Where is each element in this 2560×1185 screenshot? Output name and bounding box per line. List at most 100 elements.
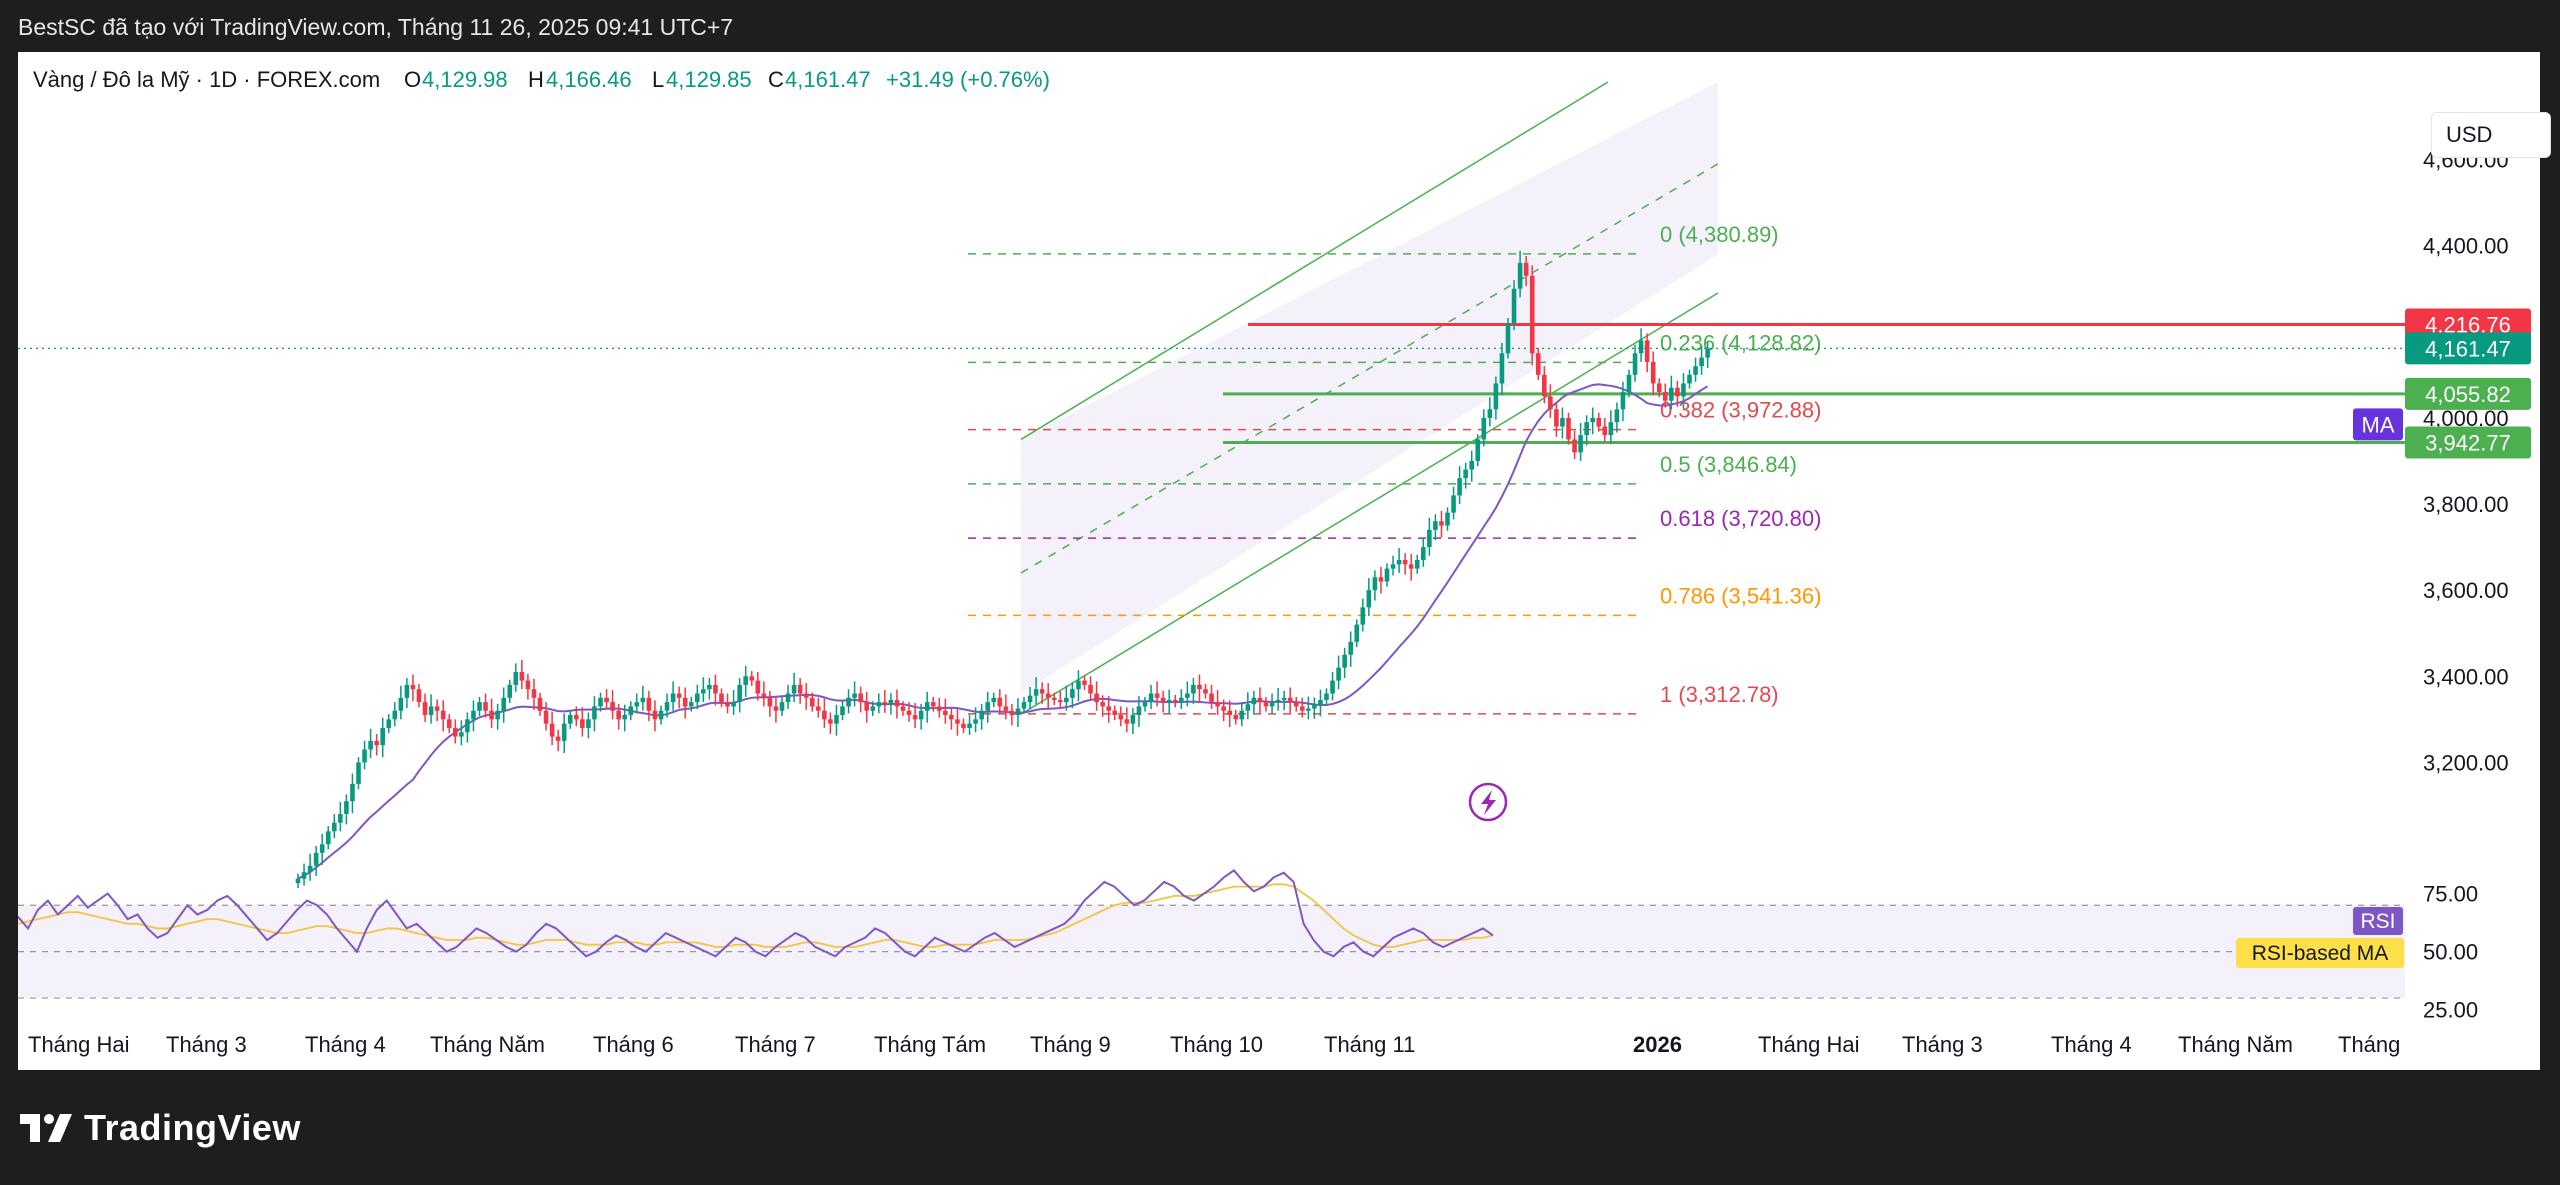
candle[interactable] [809, 692, 815, 712]
candle[interactable] [731, 690, 736, 716]
candle[interactable] [924, 691, 930, 723]
candle[interactable] [1669, 375, 1674, 410]
candle[interactable] [1179, 689, 1184, 710]
candle[interactable] [1003, 694, 1009, 720]
candle[interactable] [1554, 402, 1559, 437]
candle[interactable] [1142, 696, 1148, 712]
candle[interactable] [344, 794, 349, 825]
candle[interactable] [1336, 655, 1341, 690]
candle[interactable] [997, 689, 1003, 714]
candle[interactable] [507, 679, 513, 703]
candle[interactable] [749, 671, 755, 686]
candle[interactable] [1390, 555, 1396, 576]
candle[interactable] [688, 696, 694, 712]
candle[interactable] [610, 690, 615, 720]
candle[interactable] [1154, 681, 1160, 707]
candle[interactable] [840, 701, 845, 721]
candle[interactable] [955, 709, 960, 736]
candle[interactable] [1330, 671, 1335, 701]
candle[interactable] [434, 699, 440, 722]
candle[interactable] [1051, 692, 1057, 706]
candle[interactable] [979, 703, 984, 730]
candle[interactable] [356, 757, 361, 790]
candle[interactable] [1693, 357, 1698, 382]
candle[interactable] [422, 693, 428, 722]
candle[interactable] [1233, 709, 1239, 725]
candle[interactable] [1088, 676, 1093, 701]
candle[interactable] [592, 696, 597, 732]
candle[interactable] [1602, 417, 1608, 443]
candle[interactable] [374, 733, 379, 756]
candle[interactable] [912, 702, 918, 728]
candle[interactable] [1402, 553, 1408, 575]
candle[interactable] [471, 700, 476, 732]
channel-lower-line[interactable] [1020, 292, 1719, 715]
candle[interactable] [1366, 578, 1372, 616]
candle[interactable] [773, 696, 779, 723]
candle[interactable] [549, 711, 555, 746]
candle[interactable] [616, 703, 621, 730]
candle[interactable] [1699, 345, 1704, 375]
candle[interactable] [1511, 280, 1517, 331]
candle[interactable] [477, 696, 482, 716]
candle[interactable] [1275, 687, 1281, 711]
candle[interactable] [555, 729, 561, 752]
candle[interactable] [1596, 412, 1602, 432]
candle[interactable] [1082, 675, 1087, 691]
candle[interactable] [803, 683, 809, 710]
candle[interactable] [713, 674, 718, 706]
candle[interactable] [1360, 598, 1366, 632]
candle[interactable] [1529, 265, 1535, 366]
candle[interactable] [973, 707, 978, 733]
candle[interactable] [640, 685, 646, 711]
candle[interactable] [1451, 486, 1456, 520]
candle[interactable] [313, 845, 319, 877]
candle[interactable] [567, 709, 573, 729]
candle[interactable] [392, 702, 398, 727]
candle[interactable] [513, 663, 519, 692]
candle[interactable] [1705, 341, 1710, 368]
candle[interactable] [1433, 514, 1438, 541]
candle[interactable] [1427, 517, 1432, 556]
candle[interactable] [634, 693, 640, 714]
candle[interactable] [362, 740, 367, 770]
candle[interactable] [1227, 700, 1232, 728]
candle[interactable] [1130, 708, 1136, 734]
candle[interactable] [332, 814, 337, 839]
candle[interactable] [1523, 255, 1529, 287]
candle[interactable] [1269, 693, 1275, 714]
candle[interactable] [1632, 344, 1638, 382]
candle[interactable] [1408, 553, 1414, 581]
candle[interactable] [1439, 510, 1444, 538]
candle[interactable] [1650, 351, 1656, 396]
candle[interactable] [767, 690, 773, 717]
candle[interactable] [1620, 381, 1626, 422]
candle[interactable] [930, 696, 936, 712]
candle[interactable] [1560, 407, 1565, 439]
candle[interactable] [1070, 682, 1075, 709]
candle[interactable] [465, 712, 470, 743]
lightning-icon[interactable] [1468, 782, 1508, 822]
candle[interactable] [1076, 670, 1081, 702]
candle[interactable] [1542, 366, 1547, 404]
candle[interactable] [1215, 690, 1220, 716]
candle[interactable] [319, 833, 325, 865]
candle[interactable] [410, 674, 416, 702]
candle[interactable] [338, 802, 343, 832]
candle[interactable] [1287, 687, 1293, 715]
candle[interactable] [1487, 397, 1493, 427]
candle[interactable] [779, 696, 785, 716]
candle[interactable] [1185, 681, 1190, 707]
candle[interactable] [295, 873, 301, 889]
candle[interactable] [652, 700, 658, 732]
candle[interactable] [1414, 554, 1420, 574]
candle[interactable] [1681, 373, 1686, 409]
candle[interactable] [1626, 369, 1632, 398]
candle[interactable] [864, 691, 869, 723]
candle[interactable] [1421, 538, 1426, 567]
candle[interactable] [1608, 410, 1614, 444]
candle[interactable] [1354, 619, 1360, 647]
candle[interactable] [707, 678, 712, 700]
candle[interactable] [495, 703, 500, 730]
candle[interactable] [1675, 380, 1680, 407]
